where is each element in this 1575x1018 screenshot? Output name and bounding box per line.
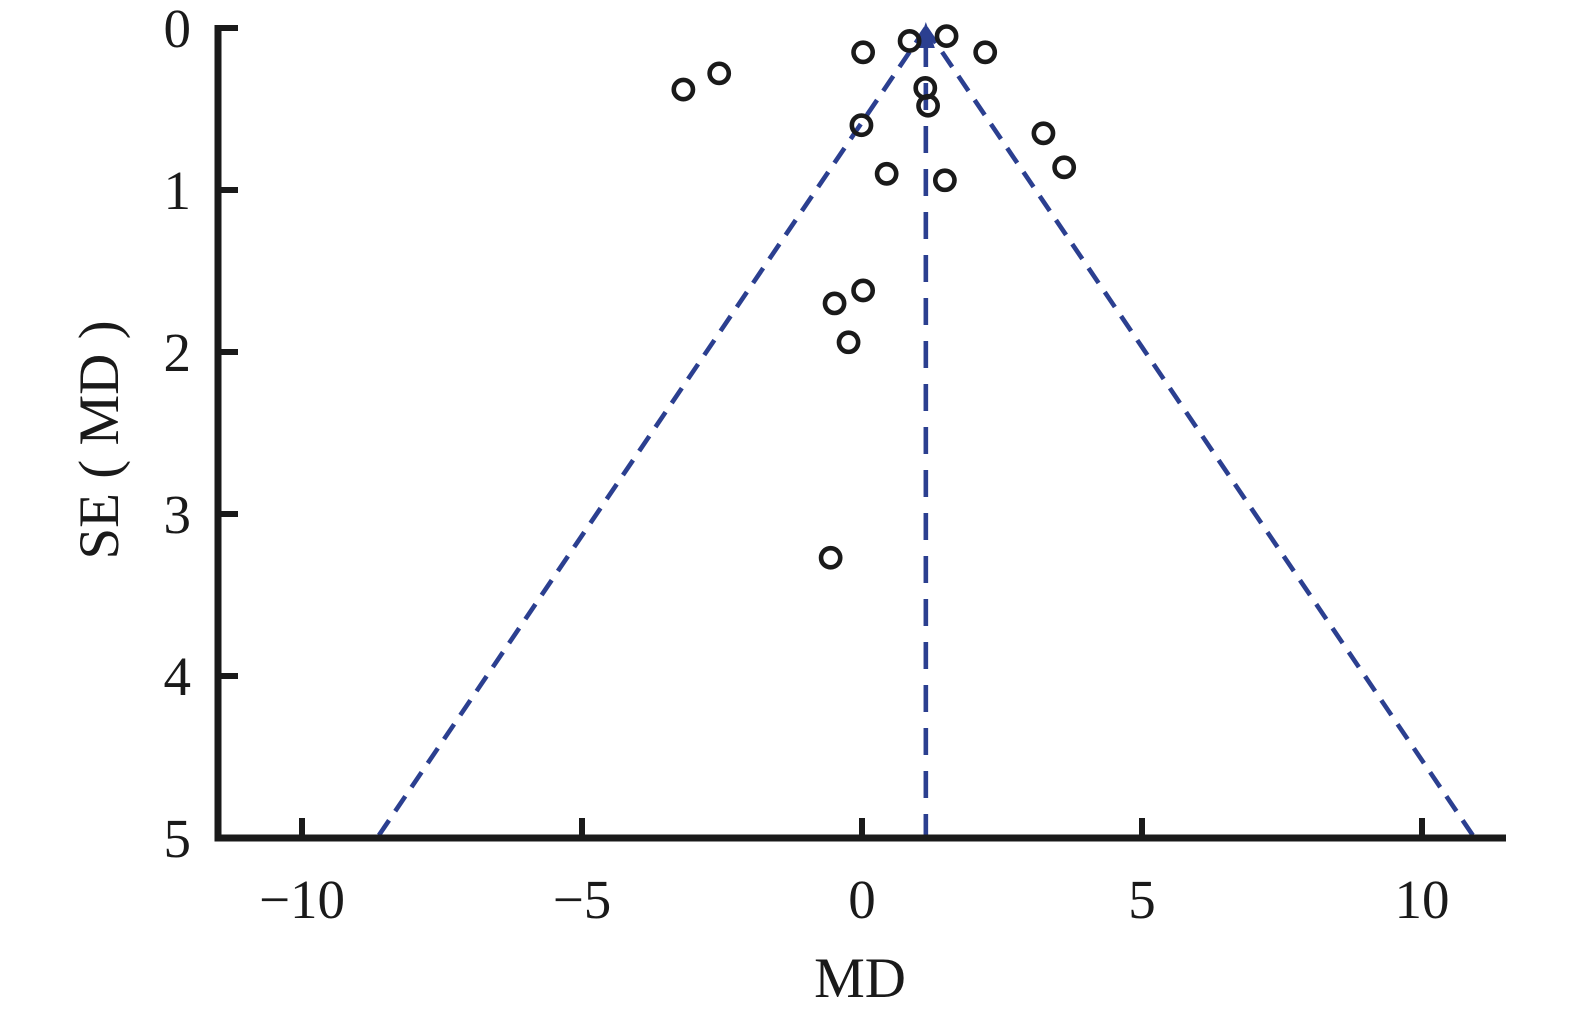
funnel-left-boundary-line <box>375 26 928 840</box>
data-point-marker <box>822 291 847 316</box>
data-point-marker <box>707 61 732 86</box>
data-point-marker <box>916 93 940 118</box>
y-axis-tick-label: 2 <box>164 322 192 383</box>
x-axis-tick-label: −5 <box>553 869 612 930</box>
y-axis-tick-label: 5 <box>164 808 192 869</box>
y-axis-tick-label: 1 <box>164 160 192 221</box>
data-point-marker <box>818 545 843 570</box>
x-axis-tick-label: 0 <box>848 869 876 930</box>
funnel-right-boundary-line <box>923 26 1477 840</box>
y-axis-tick-label: 0 <box>164 0 192 59</box>
x-axis-tick-label: −10 <box>259 869 345 930</box>
data-point-marker <box>851 278 876 303</box>
x-axis-tick-label: 10 <box>1395 869 1450 930</box>
x-axis-title: MD <box>814 947 906 1010</box>
data-point-marker <box>874 161 899 186</box>
data-point-marker <box>1031 121 1056 146</box>
data-point-marker <box>836 330 861 355</box>
y-axis-title: SE ( MD ) <box>68 320 131 559</box>
data-point-marker <box>897 29 922 53</box>
data-point-marker <box>973 40 998 65</box>
x-axis-tick-label: 5 <box>1128 869 1156 930</box>
data-point-marker <box>1052 155 1077 180</box>
data-point-marker <box>932 168 957 193</box>
y-axis-tick-label: 4 <box>164 646 192 707</box>
y-axis-tick-label: 3 <box>164 484 192 545</box>
data-point-marker <box>849 113 874 138</box>
data-point-marker <box>671 77 696 102</box>
data-point-marker <box>851 40 876 65</box>
data-point-marker <box>934 24 959 48</box>
